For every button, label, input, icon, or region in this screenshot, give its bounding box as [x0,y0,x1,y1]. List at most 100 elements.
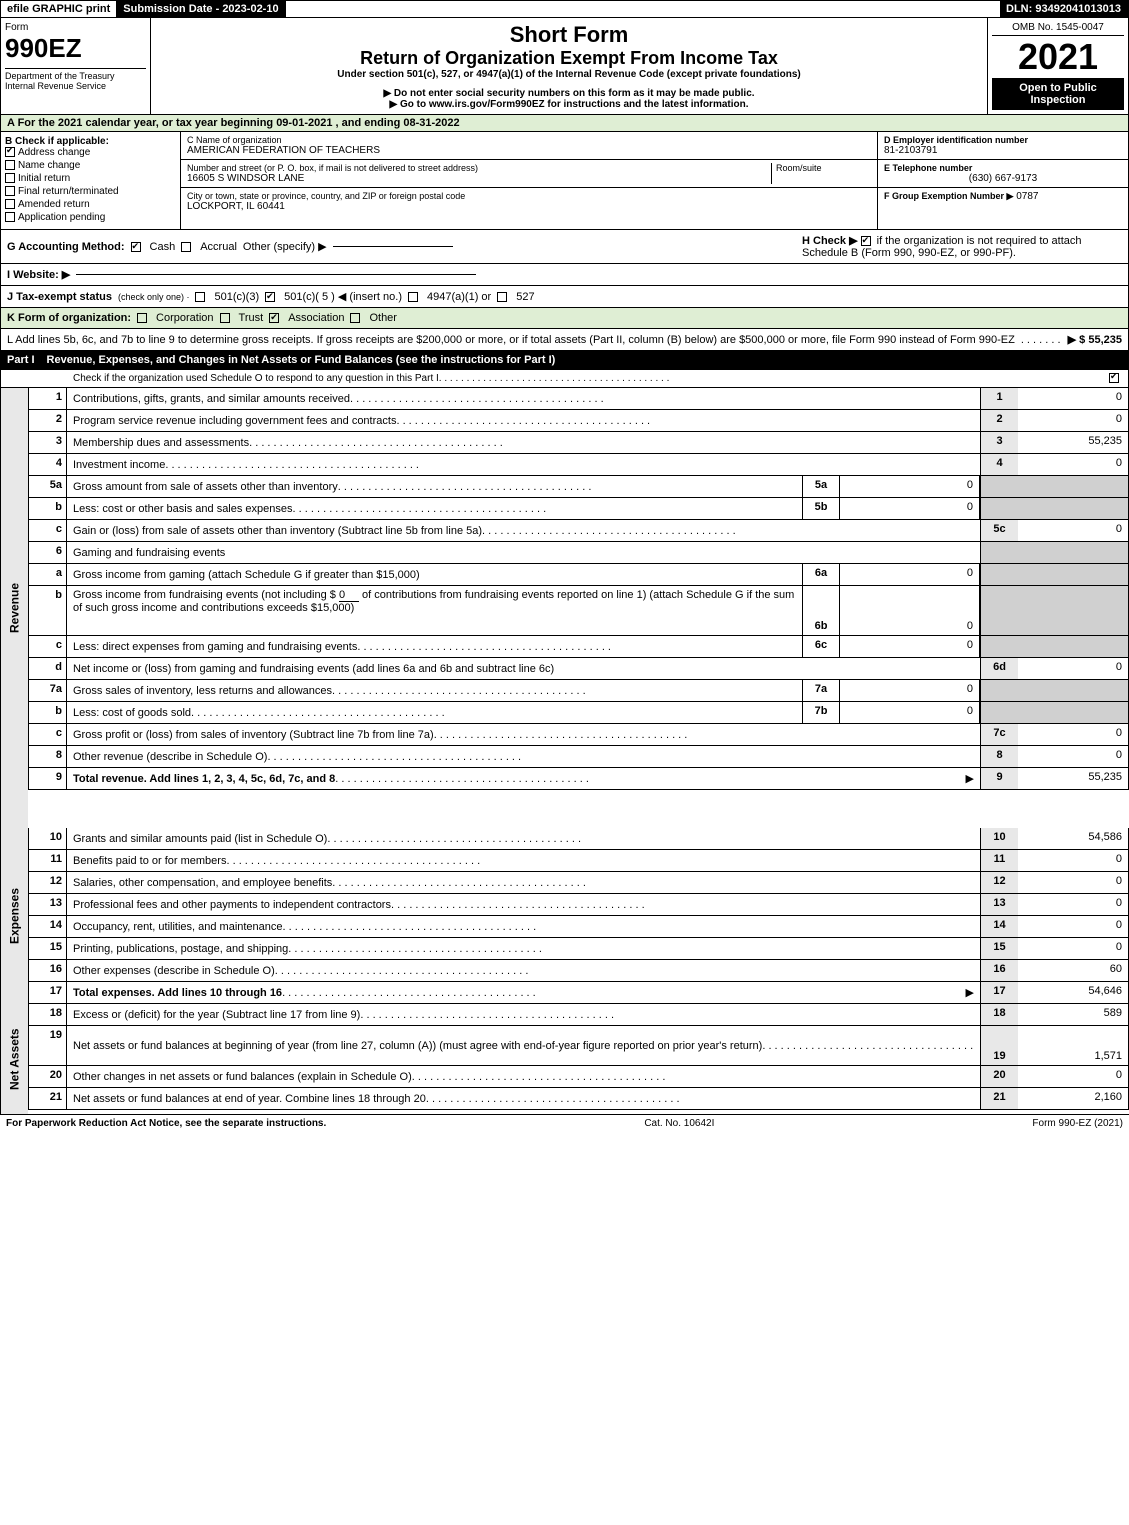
chk-app-pending[interactable] [5,212,15,222]
rv18: 589 [1018,1004,1128,1025]
n4: 4 [29,454,67,475]
rn5a [980,476,1018,497]
section-c-org: C Name of organization AMERICAN FEDERATI… [181,132,878,229]
sv6a: 0 [840,564,980,585]
chk-initial-return[interactable] [5,173,15,183]
d5b: Less: cost or other basis and sales expe… [73,503,293,515]
d6d: Net income or (loss) from gaming and fun… [73,663,554,675]
sn5a: 5a [802,476,840,497]
sv7b: 0 [840,702,980,723]
row-j-status: J Tax-exempt status (check only one) · 5… [0,286,1129,308]
d4: Investment income [73,459,165,471]
n7c: c [29,724,67,745]
chk-assoc[interactable] [269,313,279,323]
rn4: 4 [980,454,1018,475]
chk-accrual[interactable] [181,242,191,252]
open-inspection: Open to Public Inspection [992,78,1124,110]
c-street-label: Number and street (or P. O. box, if mail… [187,163,771,173]
rv7b [1018,702,1128,723]
rn1: 1 [980,388,1018,409]
chk-4947[interactable] [408,292,418,302]
chk-527[interactable] [497,292,507,302]
chk-address-change[interactable] [5,147,15,157]
rn10: 10 [980,828,1018,849]
chk-other-org[interactable] [350,313,360,323]
lbl-app-pending: Application pending [18,212,105,223]
d6: Gaming and fundraising events [73,547,225,559]
side-net-assets: Net Assets [0,1004,28,1114]
d6c: Less: direct expenses from gaming and fu… [73,641,357,653]
lbl-assoc: Association [288,312,344,324]
lbl-amended: Amended return [18,199,90,210]
arrow-icon: ▶ [966,772,974,785]
lbl-other-method: Other (specify) ▶ [243,240,327,253]
n21: 21 [29,1088,67,1109]
efile-print[interactable]: efile GRAPHIC print [1,1,117,17]
dots [191,707,796,719]
n6: 6 [29,542,67,563]
side-revenue: Revenue [0,388,28,828]
rv3: 55,235 [1018,432,1128,453]
dots [249,437,974,449]
d6bval: 0 [339,589,359,602]
rv16: 60 [1018,960,1128,981]
rv5a [1018,476,1128,497]
rn18: 18 [980,1004,1018,1025]
note-link[interactable]: ▶ Go to www.irs.gov/Form990EZ for instru… [155,99,983,110]
rn11: 11 [980,850,1018,871]
dots [283,921,974,933]
dots [226,855,974,867]
part1-title: Revenue, Expenses, and Changes in Net As… [47,354,556,366]
dots [360,1009,974,1021]
form-word: Form [5,22,146,33]
l-val: ▶ $ 55,235 [1068,333,1122,346]
rn7b [980,702,1018,723]
lbl-527: 527 [516,291,534,303]
rn16: 16 [980,960,1018,981]
chk-final-return[interactable] [5,186,15,196]
rn20: 20 [980,1066,1018,1087]
chk-amended[interactable] [5,199,15,209]
chk-h[interactable] [861,236,871,246]
d6a: Gross income from gaming (attach Schedul… [73,569,420,581]
rn6a [980,564,1018,585]
sv7a: 0 [840,680,980,701]
rn8: 8 [980,746,1018,767]
d5c: Gain or (loss) from sale of assets other… [73,525,482,537]
e-phone-label: E Telephone number [884,163,1122,173]
l-dots [1021,334,1062,346]
rn12: 12 [980,872,1018,893]
lbl-other-org: Other [369,312,397,324]
rv2: 0 [1018,410,1128,431]
j-label: J Tax-exempt status [7,291,112,303]
chk-part1-schedule-o[interactable] [1109,373,1119,383]
rv6 [1018,542,1128,563]
chk-trust[interactable] [220,313,230,323]
sv6c: 0 [840,636,980,657]
l-text: L Add lines 5b, 6c, and 7b to line 9 to … [7,334,1015,346]
chk-501c3[interactable] [195,292,205,302]
chk-corp[interactable] [137,313,147,323]
lbl-corp: Corporation [156,312,213,324]
section-b-checkboxes: B Check if applicable: Address change Na… [1,132,181,229]
d10: Grants and similar amounts paid (list in… [73,833,327,845]
d-ein-label: D Employer identification number [884,135,1122,145]
dots [267,751,974,763]
dots [275,965,974,977]
rn5c: 5c [980,520,1018,541]
chk-501c[interactable] [265,292,275,302]
d17: Total expenses. Add lines 10 through 16 [73,987,282,999]
rn6c [980,636,1018,657]
h-label: H Check ▶ [802,235,858,247]
sn7b: 7b [802,702,840,723]
n1: 1 [29,388,67,409]
d1: Contributions, gifts, grants, and simila… [73,393,350,405]
chk-cash[interactable] [131,242,141,252]
side-expenses: Expenses [0,828,28,1004]
arrow-icon: ▶ [966,986,974,999]
chk-name-change[interactable] [5,160,15,170]
group-num: 0787 [1016,191,1038,202]
header-right: OMB No. 1545-0047 2021 Open to Public In… [988,18,1128,114]
website-input[interactable] [76,274,476,275]
other-method-input[interactable] [333,246,453,247]
